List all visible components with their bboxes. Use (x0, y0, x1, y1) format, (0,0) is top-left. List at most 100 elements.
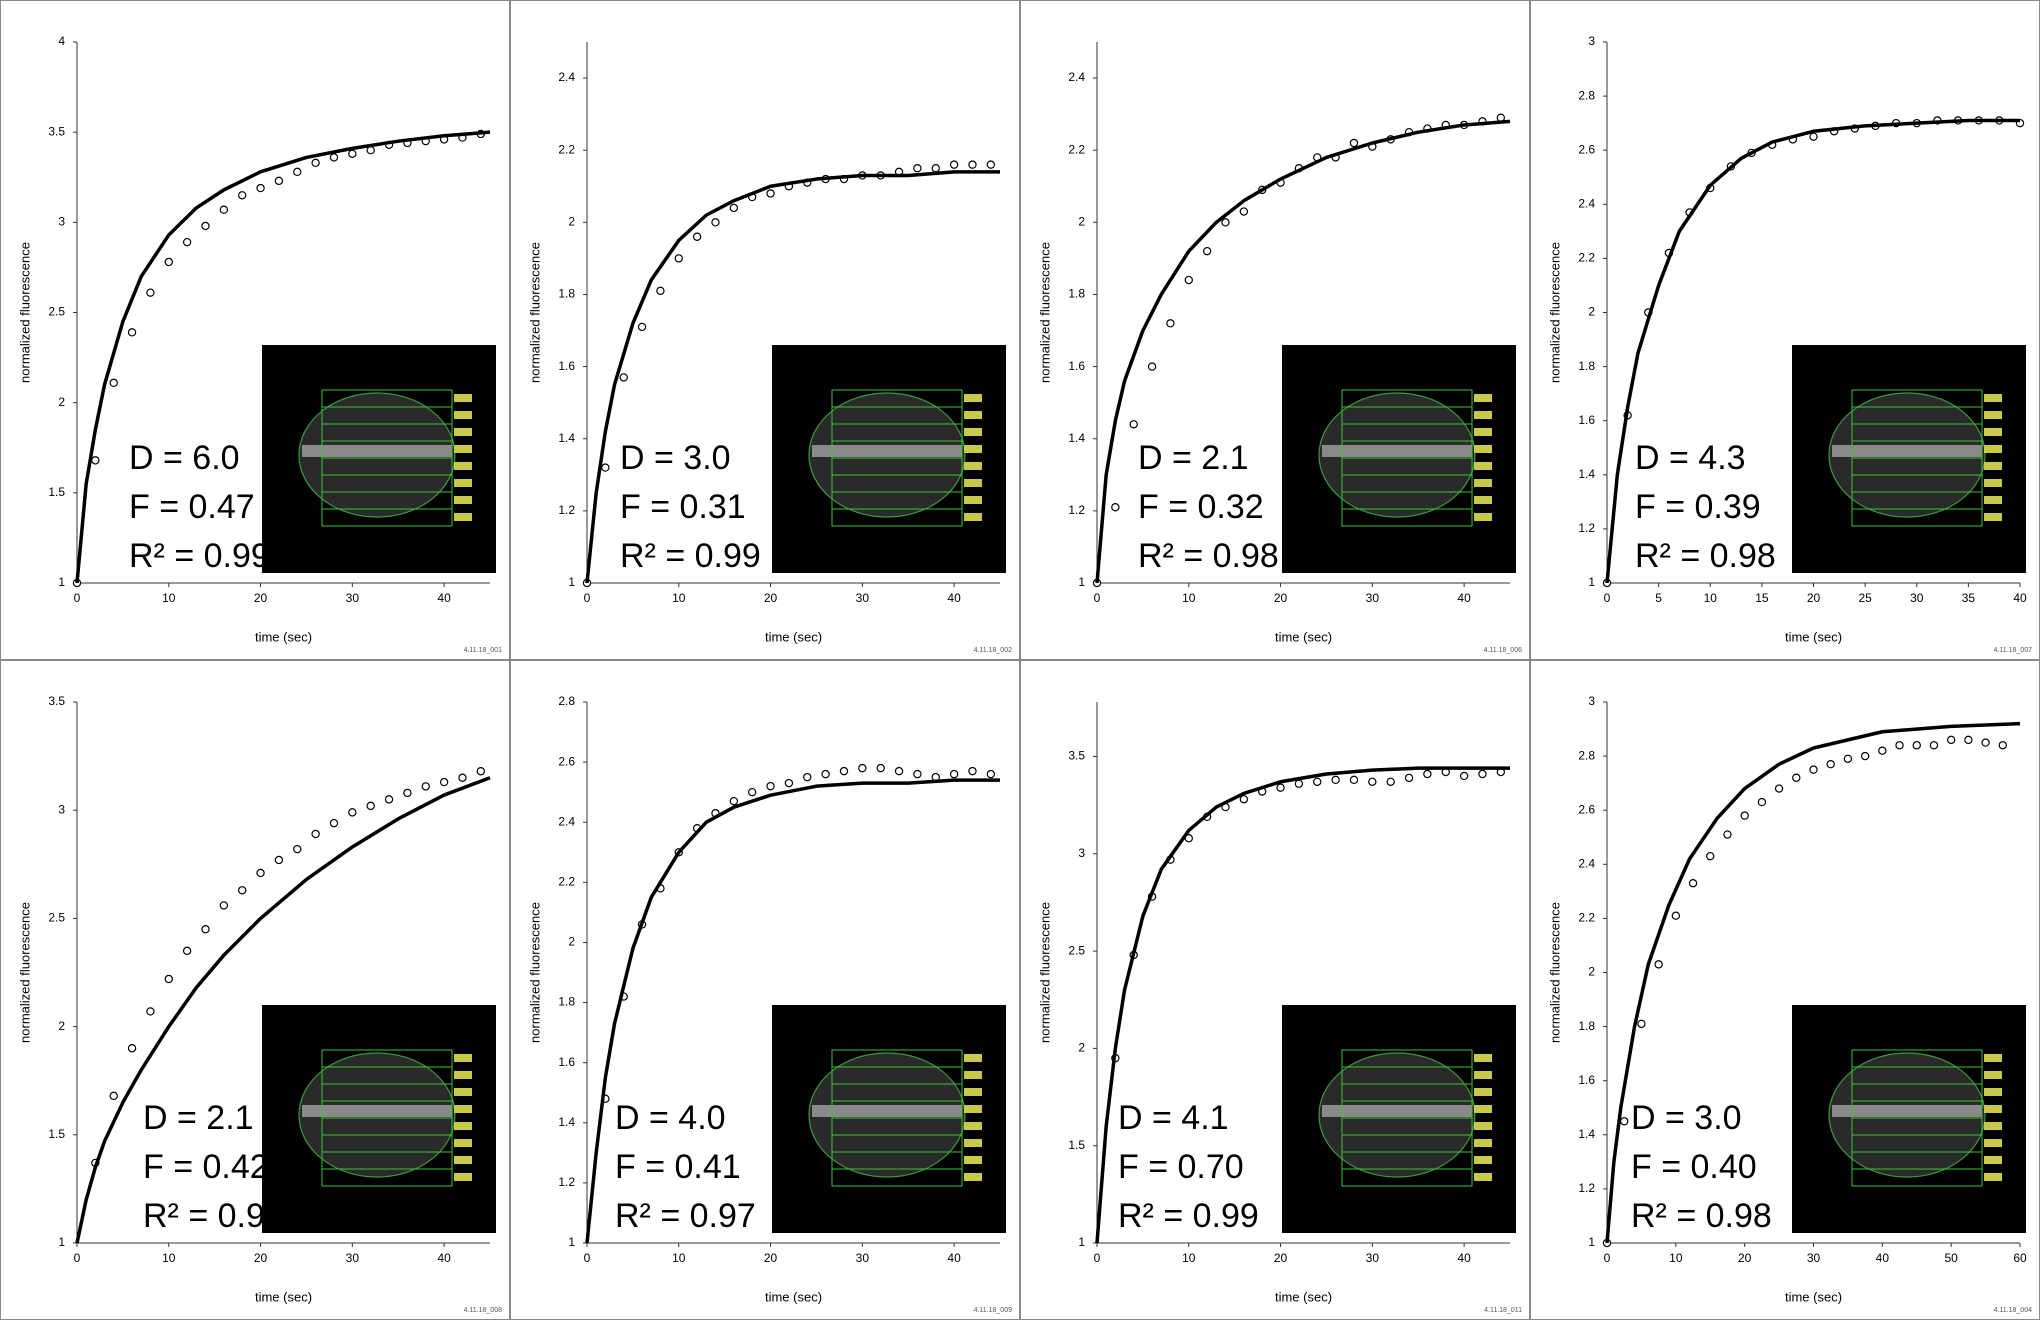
roi-tag (964, 411, 982, 419)
data-point (421, 782, 430, 791)
x-tick-label: 0 (74, 1251, 81, 1265)
y-tick-label: 1 (1588, 575, 1595, 589)
y-tick-label: 1.4 (1068, 431, 1085, 445)
roi-tag (1474, 513, 1492, 521)
data-point (109, 1091, 118, 1101)
data-point (674, 254, 683, 263)
data-point (1129, 420, 1138, 429)
data-point (894, 766, 904, 776)
data-point (109, 378, 118, 388)
roi-tag (1474, 1054, 1492, 1062)
x-axis-label: time (sec) (255, 1289, 312, 1304)
y-tick-label: 1.6 (1068, 359, 1085, 373)
roi-tag (454, 1122, 472, 1130)
roi-tag (964, 1173, 982, 1181)
y-tick-label: 1.5 (48, 485, 65, 499)
roi-tag (1474, 1071, 1492, 1079)
data-point (1809, 132, 1818, 141)
roi-box (321, 1168, 453, 1187)
y-tick-label: 1.5 (48, 1127, 65, 1141)
data-point (311, 829, 320, 839)
y-tick-label: 1 (58, 1235, 65, 1249)
chart-panel: 1 1.5 2 2.5 3 3.5 0 10 20 30 40 time (sec) normalize… (1020, 660, 1530, 1320)
x-tick-label: 40 (2013, 591, 2027, 605)
x-tick-label: 30 (1910, 591, 1924, 605)
data-point (1459, 771, 1469, 781)
y-axis-label: normalized fluorescence (1547, 242, 1562, 383)
roi-tag (454, 479, 472, 487)
roi-tag (454, 462, 472, 470)
data-point (384, 795, 394, 804)
data-point (1998, 741, 2007, 750)
data-point (256, 868, 265, 878)
roi-tag (964, 479, 982, 487)
bleach-band (302, 1105, 452, 1117)
y-tick-label: 2.2 (1578, 251, 1595, 265)
fit-line (1605, 118, 2020, 584)
y-tick-label: 2.4 (558, 70, 575, 84)
y-axis-label: normalized fluorescence (17, 902, 32, 1043)
x-axis-label: time (sec) (765, 1289, 822, 1304)
roi-tag (1474, 1122, 1492, 1130)
y-tick-label: 1.8 (558, 995, 575, 1009)
y-tick-label: 1.8 (558, 287, 575, 301)
y-tick-label: 1.5 (1068, 1138, 1085, 1152)
roi-tag (1474, 1088, 1492, 1096)
data-point (821, 769, 830, 779)
data-point (1331, 775, 1340, 785)
y-tick-label: 2.4 (1068, 70, 1085, 84)
x-tick-label: 0 (1604, 591, 1611, 605)
y-tick-label: 1 (568, 1235, 575, 1249)
data-point (1826, 760, 1835, 769)
x-tick-label: 20 (1274, 1251, 1288, 1265)
x-tick-label: 20 (254, 1251, 268, 1265)
y-tick-label: 2.6 (1578, 802, 1595, 816)
annotation: F = 0.40 (1631, 1148, 1757, 1186)
y-axis-label: normalized fluorescence (1037, 902, 1052, 1043)
y-tick-label: 3.5 (1068, 749, 1085, 763)
data-point (839, 766, 849, 776)
chart-panel: 1 1.5 2 2.5 3 3.5 0 10 20 30 40 time (sec) normalize… (0, 660, 510, 1320)
data-point (201, 221, 210, 231)
data-point (403, 788, 412, 798)
y-tick-label: 2 (568, 215, 575, 229)
data-point (1792, 773, 1801, 782)
y-tick-label: 2 (1078, 1041, 1085, 1055)
roi-tag (454, 1105, 472, 1113)
y-tick-label: 1 (1078, 1235, 1085, 1249)
y-tick-label: 1.4 (1578, 467, 1595, 481)
data-point (182, 946, 192, 956)
data-point (164, 974, 173, 984)
roi-tag (1984, 462, 2002, 470)
roi-tag (1984, 445, 2002, 453)
data-point (1671, 911, 1681, 920)
bleach-band (1322, 445, 1472, 457)
y-tick-label: 2.5 (48, 911, 65, 925)
y-tick-label: 2.5 (48, 305, 65, 319)
y-tick-label: 2 (1588, 965, 1595, 979)
annotation: R² = 0.97 (615, 1197, 756, 1235)
roi-tag (1474, 496, 1492, 504)
roi-tag (964, 462, 982, 470)
data-point (876, 763, 885, 773)
roi-box (831, 1168, 963, 1187)
data-point (1774, 784, 1784, 793)
data-point (293, 167, 302, 177)
data-point (1239, 207, 1249, 216)
roi-tag (454, 394, 472, 402)
y-axis-label: normalized fluorescence (1547, 902, 1562, 1043)
chart-panel: 1 1.2 1.4 1.6 1.8 2 2.2 2.4 0 10 20 30 40 time (sec) n… (510, 0, 1020, 660)
data-point (986, 160, 996, 169)
data-point (766, 189, 775, 198)
x-tick-label: 10 (672, 591, 686, 605)
roi-tag (1984, 1156, 2002, 1164)
roi-tag (1474, 394, 1492, 402)
roi-tag (454, 1054, 472, 1062)
x-tick-label: 0 (1604, 1251, 1611, 1265)
annotation: F = 0.32 (1138, 488, 1264, 526)
annotation: F = 0.31 (620, 488, 746, 526)
annotation: R² = 0.98 (1138, 537, 1279, 575)
y-tick-label: 1.2 (1578, 521, 1595, 535)
roi-tag (1984, 479, 2002, 487)
